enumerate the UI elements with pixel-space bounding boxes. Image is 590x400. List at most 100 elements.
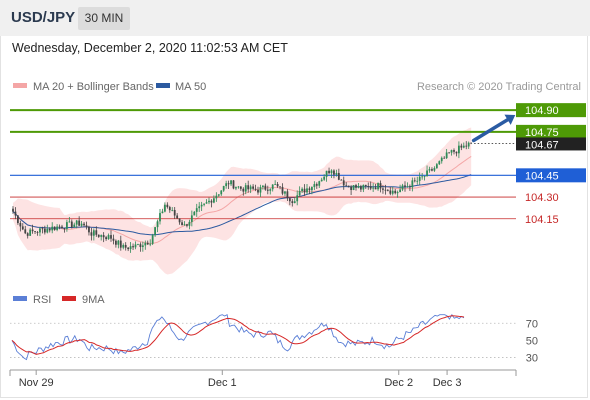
candle-body (374, 187, 377, 190)
candle-body (364, 184, 367, 187)
x-tick-label: Dec 1 (208, 377, 237, 389)
legend-bb-label: MA 20 + Bollinger Bands (33, 81, 154, 93)
candle-body (404, 185, 406, 187)
level-104-30-label: 104.30 (525, 192, 559, 204)
candle-body (355, 185, 357, 188)
candle-body (173, 209, 176, 216)
rsi-ma-legend-swatch (62, 296, 76, 301)
candle-body (286, 191, 289, 199)
candle-body (166, 204, 169, 208)
candle-body (345, 185, 348, 187)
level-104-15-label: 104.15 (525, 214, 559, 226)
rsi-tick-70: 70 (526, 318, 538, 330)
candle-body (399, 189, 401, 193)
level-104-45-label: 104.45 (525, 170, 559, 182)
candle-body (467, 142, 470, 147)
candle-body (92, 230, 95, 236)
candle-body (367, 186, 370, 187)
candle-body (24, 229, 27, 234)
candle-body (215, 195, 218, 199)
candle-body (95, 230, 98, 235)
candle-body (440, 157, 443, 162)
candle-body (333, 170, 335, 175)
candle-body (428, 169, 431, 171)
candle-body (51, 226, 54, 231)
legend-bb-swatch (13, 83, 27, 88)
candle-body (112, 238, 115, 241)
candle-body (448, 152, 450, 154)
candle-body (208, 200, 210, 203)
candle-body (151, 235, 154, 244)
level-104-75-label: 104.75 (525, 127, 559, 139)
candle-body (269, 189, 272, 191)
candle-body (137, 244, 139, 246)
candle-body (48, 228, 51, 231)
candle-body (315, 184, 318, 186)
candle-body (389, 190, 392, 194)
candle-body (281, 186, 284, 194)
forecast-arrow-head (504, 114, 516, 125)
candle-body (298, 191, 301, 196)
candle-body (313, 184, 316, 188)
candle-body (254, 188, 257, 190)
candle-body (237, 186, 240, 188)
rsi-legend-swatch (13, 296, 27, 301)
timeframe-button[interactable]: 30 MIN (78, 7, 130, 30)
candle-body (36, 231, 39, 233)
candle-body (183, 224, 186, 226)
candle-body (249, 186, 252, 190)
candle-body (83, 223, 85, 226)
candle-body (416, 180, 419, 182)
candle-body (124, 244, 127, 248)
candle-body (386, 190, 389, 191)
candle-body (362, 184, 365, 190)
candle-body (100, 235, 103, 237)
candle-body (318, 181, 321, 186)
candle-body (43, 228, 46, 233)
candle-body (423, 176, 426, 177)
candle-body (134, 244, 137, 248)
candle-body (181, 222, 183, 226)
candle-body (102, 235, 105, 238)
candle-body (70, 221, 73, 228)
candle-body (139, 244, 142, 248)
candle-body (411, 180, 414, 188)
candle-body (445, 152, 448, 159)
candle-body (242, 188, 245, 192)
candle-body (14, 211, 17, 216)
candle-body (340, 179, 343, 181)
candle-body (227, 183, 230, 185)
candle-body (132, 246, 134, 248)
candle-body (330, 170, 333, 174)
candle-body (271, 184, 274, 190)
candle-body (21, 226, 24, 230)
candle-body (396, 192, 399, 194)
candle-body (122, 244, 125, 248)
candle-body (306, 188, 308, 193)
candle-body (80, 223, 83, 226)
candle-body (421, 176, 424, 178)
candle-body (470, 142, 473, 144)
level-104-75-tag (516, 124, 586, 139)
candle-body (115, 240, 117, 245)
candle-body (342, 180, 345, 186)
candle-body (406, 186, 409, 188)
candle-body (217, 194, 220, 196)
candle-body (301, 188, 303, 192)
candle-body (274, 184, 277, 185)
candle-body (19, 223, 22, 227)
level-104-90-label: 104.90 (525, 105, 559, 117)
candle-body (418, 176, 421, 181)
candle-body (291, 201, 294, 203)
candle-body (259, 187, 262, 193)
candle-body (119, 240, 122, 248)
bollinger-band-layer (13, 127, 472, 275)
candle-body (205, 202, 208, 204)
candle-body (105, 237, 107, 240)
candle-body (156, 221, 159, 228)
candle-body (168, 207, 171, 211)
candle-body (455, 151, 458, 154)
candle-body (369, 186, 372, 189)
candle-body (58, 226, 61, 228)
timestamp: Wednesday, December 2, 2020 11:02:53 AM … (12, 41, 288, 55)
